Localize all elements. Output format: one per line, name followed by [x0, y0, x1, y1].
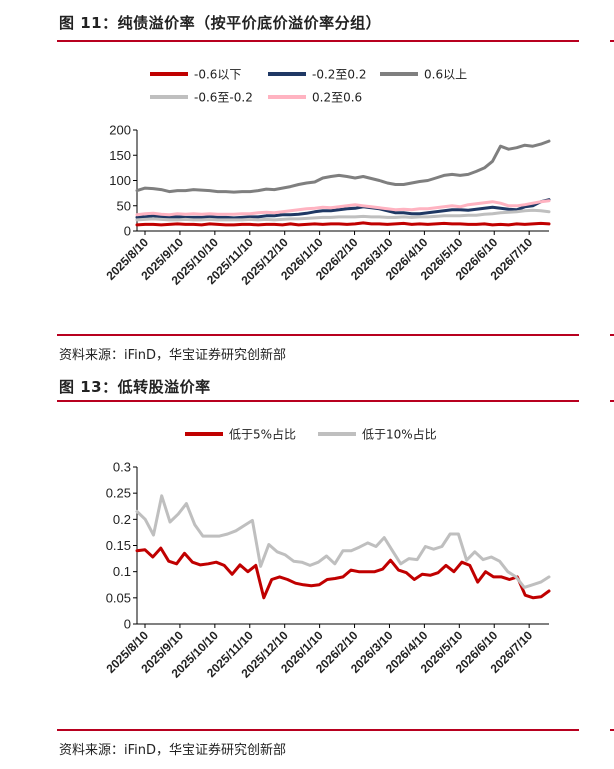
legend-label: 低于5%占比: [229, 427, 296, 442]
legend-label: 低于10%占比: [362, 427, 437, 442]
title-rule: [57, 40, 579, 42]
neighbor-rule-edge: [610, 400, 614, 402]
chart-13-plot: 00.050.10.150.20.250.32025/8/102025/9/10…: [103, 427, 551, 681]
series-line-3: [135, 208, 551, 222]
title-rule: [57, 400, 579, 402]
y-tick-label: 0.25: [106, 486, 131, 501]
y-tick-label: 50: [117, 198, 131, 213]
y-tick-label: 100: [109, 173, 131, 188]
neighbor-rule-edge: [610, 334, 614, 336]
y-tick-label: 0: [124, 224, 131, 239]
series-line-2: [135, 139, 551, 194]
series-line-1: [135, 494, 551, 589]
legend-label: -0.6以下: [194, 68, 241, 82]
y-tick-label: 0.05: [106, 590, 131, 605]
chart-11-source: 资料来源：iFinD，华宝证券研究创新部: [59, 348, 287, 363]
chart-13-source: 资料来源：iFinD，华宝证券研究创新部: [59, 743, 287, 758]
legend-label: -0.2至0.2: [312, 68, 367, 82]
legend-label: 0.6以上: [424, 68, 467, 82]
neighbor-rule-edge: [610, 729, 614, 731]
series-line-0: [135, 221, 551, 227]
y-tick-label: 0.2: [113, 512, 131, 527]
y-tick-label: 150: [109, 148, 131, 163]
legend-label: 0.2至0.6: [312, 91, 362, 105]
source-rule: [57, 729, 579, 731]
y-tick-label: 0.15: [106, 538, 131, 553]
legend-label: -0.6至-0.2: [194, 91, 253, 105]
series-line-0: [135, 546, 551, 600]
chart-13-title: 图 13：低转股溢价率: [59, 378, 211, 396]
y-tick-label: 0.1: [113, 564, 131, 579]
y-tick-label: 0: [124, 617, 131, 632]
y-tick-label: 200: [109, 123, 131, 138]
neighbor-rule-edge: [610, 40, 614, 42]
chart-11-title: 图 11：纯债溢价率（按平价底价溢价率分组）: [59, 14, 382, 32]
series-line-1: [135, 198, 551, 220]
y-tick-label: 0.3: [113, 460, 131, 475]
source-rule: [57, 334, 579, 336]
chart-11-plot: 0501001502002025/8/102025/9/102025/10/10…: [103, 68, 551, 288]
series-line-4: [135, 199, 551, 217]
